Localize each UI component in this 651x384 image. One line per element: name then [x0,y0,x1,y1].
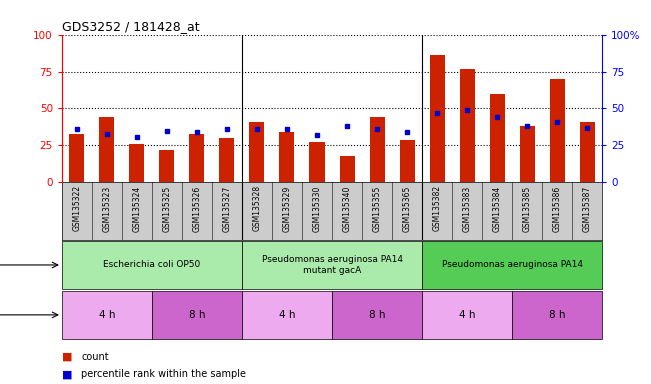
Text: percentile rank within the sample: percentile rank within the sample [81,369,246,379]
Bar [62,291,152,339]
Text: count: count [81,352,109,362]
Text: 4 h: 4 h [459,310,475,320]
Bar [130,144,145,182]
Text: 4 h: 4 h [279,310,296,320]
Text: GSM135330: GSM135330 [312,185,322,232]
Text: GSM135355: GSM135355 [372,185,381,232]
Text: ■: ■ [62,369,72,379]
Bar [189,134,204,182]
Text: GSM135326: GSM135326 [193,185,201,232]
Bar [279,132,294,182]
Bar [70,134,85,182]
Bar [152,291,242,339]
Bar [332,291,422,339]
Text: Escherichia coli OP50: Escherichia coli OP50 [104,260,201,270]
Text: Pseudomonas aeruginosa PA14: Pseudomonas aeruginosa PA14 [441,260,583,270]
Text: GSM135323: GSM135323 [102,185,111,232]
Bar [249,122,264,182]
Text: GSM135327: GSM135327 [223,185,232,232]
Text: GSM135383: GSM135383 [463,185,471,232]
Text: GSM135325: GSM135325 [162,185,171,232]
Bar [490,94,505,182]
Bar [159,150,174,182]
Bar [62,241,242,289]
Text: GSM135384: GSM135384 [493,185,502,232]
Bar [579,122,594,182]
Bar [219,138,234,182]
Bar [340,156,355,182]
Bar [100,118,115,182]
Text: GSM135385: GSM135385 [523,185,532,232]
Bar [242,241,422,289]
Text: GSM135386: GSM135386 [553,185,562,232]
Text: 8 h: 8 h [189,310,205,320]
Text: GSM135365: GSM135365 [402,185,411,232]
Bar [422,241,602,289]
Text: ■: ■ [62,352,72,362]
Text: GSM135387: GSM135387 [583,185,592,232]
Text: GDS3252 / 181428_at: GDS3252 / 181428_at [62,20,199,33]
Bar [519,126,534,182]
Text: Pseudomonas aeruginosa PA14
mutant gacA: Pseudomonas aeruginosa PA14 mutant gacA [262,255,402,275]
Bar [512,291,602,339]
Text: 8 h: 8 h [549,310,566,320]
Bar [549,79,564,182]
Text: GSM135329: GSM135329 [283,185,292,232]
Bar [430,55,445,182]
Text: GSM135382: GSM135382 [432,185,441,232]
Text: GSM135322: GSM135322 [72,185,81,232]
Bar [370,118,385,182]
Text: GSM135328: GSM135328 [253,185,262,232]
Bar [242,291,332,339]
Text: 4 h: 4 h [98,310,115,320]
Text: GSM135340: GSM135340 [342,185,352,232]
Text: GSM135324: GSM135324 [132,185,141,232]
Text: 8 h: 8 h [368,310,385,320]
Bar [309,142,324,182]
Bar [400,139,415,182]
Bar [422,291,512,339]
Bar [460,69,475,182]
